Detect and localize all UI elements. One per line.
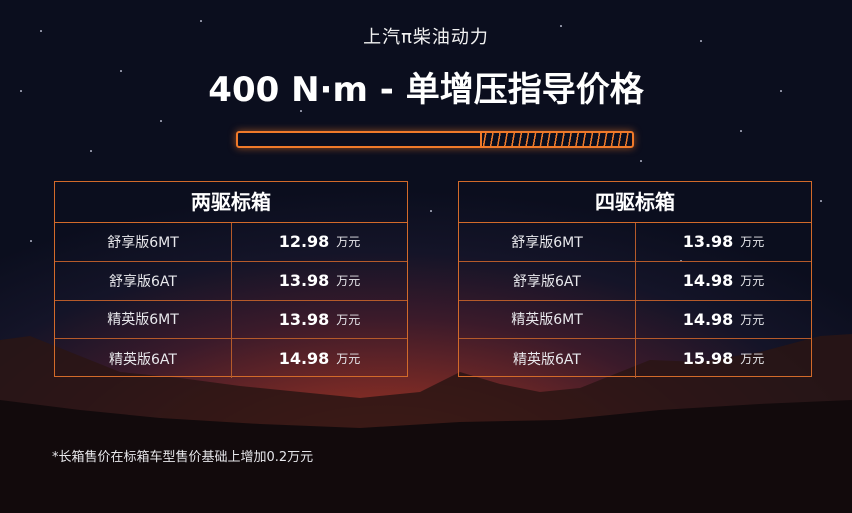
price-cell: 13.98 万元 — [232, 301, 407, 339]
price-unit: 万元 — [336, 312, 361, 327]
brand-label: 上汽π柴油动力 — [363, 27, 489, 48]
model-name: 舒享版6AT — [459, 261, 636, 300]
table-title: 两驱标箱 — [55, 182, 407, 223]
price-unit: 万元 — [740, 274, 765, 289]
progress-stripes — [482, 133, 632, 146]
table-row: 舒享版6AT 14.98 万元 — [459, 261, 811, 301]
price-cell: 13.98 万元 — [232, 262, 407, 300]
price-table-4wd: 四驱标箱 舒享版6MT 13.98 万元 舒享版6AT 14.98 万元 精英版6M… — [458, 181, 812, 378]
model-name: 精英版6AT — [55, 339, 232, 378]
price-unit: 万元 — [740, 312, 765, 327]
price-value: 13.98 — [278, 309, 330, 329]
model-name: 精英版6MT — [55, 300, 232, 339]
price-cell: 12.98 万元 — [232, 223, 407, 261]
progress-fill — [238, 133, 483, 146]
price-cell: 13.98 万元 — [636, 223, 811, 261]
price-cell: 14.98 万元 — [636, 262, 811, 300]
price-value: 14.98 — [682, 309, 734, 329]
table-row: 精英版6MT 14.98 万元 — [459, 300, 811, 340]
model-name: 舒享版6AT — [55, 261, 232, 300]
table-row: 舒享版6AT 13.98 万元 — [55, 261, 407, 301]
price-cell: 15.98 万元 — [636, 339, 811, 378]
model-name: 舒享版6MT — [459, 223, 636, 261]
price-value: 14.98 — [278, 349, 330, 369]
price-value: 15.98 — [682, 349, 734, 369]
price-value: 14.98 — [682, 271, 734, 291]
price-unit: 万元 — [740, 352, 765, 367]
table-row: 精英版6AT 14.98 万元 — [55, 339, 407, 378]
table-title: 四驱标箱 — [459, 182, 811, 223]
table-row: 精英版6MT 13.98 万元 — [55, 300, 407, 340]
torque-progress-bar — [236, 131, 634, 148]
table-row: 精英版6AT 15.98 万元 — [459, 339, 811, 378]
price-value: 12.98 — [278, 232, 330, 252]
price-cell: 14.98 万元 — [232, 339, 407, 378]
price-table-2wd: 两驱标箱 舒享版6MT 12.98 万元 舒享版6AT 13.98 万元 精英版6M… — [54, 181, 408, 378]
price-cell: 14.98 万元 — [636, 301, 811, 339]
price-value: 13.98 — [278, 271, 330, 291]
footnote: *长箱售价在标箱车型售价基础上增加0.2万元 — [52, 450, 314, 465]
price-unit: 万元 — [336, 352, 361, 367]
page-title: 400 N·m - 单增压指导价格 — [208, 70, 644, 110]
model-name: 精英版6MT — [459, 300, 636, 339]
table-row: 舒享版6MT 13.98 万元 — [459, 223, 811, 262]
price-value: 13.98 — [682, 232, 734, 252]
table-row: 舒享版6MT 12.98 万元 — [55, 223, 407, 262]
model-name: 舒享版6MT — [55, 223, 232, 261]
model-name: 精英版6AT — [459, 339, 636, 378]
price-unit: 万元 — [336, 274, 361, 289]
price-unit: 万元 — [336, 235, 361, 250]
price-unit: 万元 — [740, 235, 765, 250]
